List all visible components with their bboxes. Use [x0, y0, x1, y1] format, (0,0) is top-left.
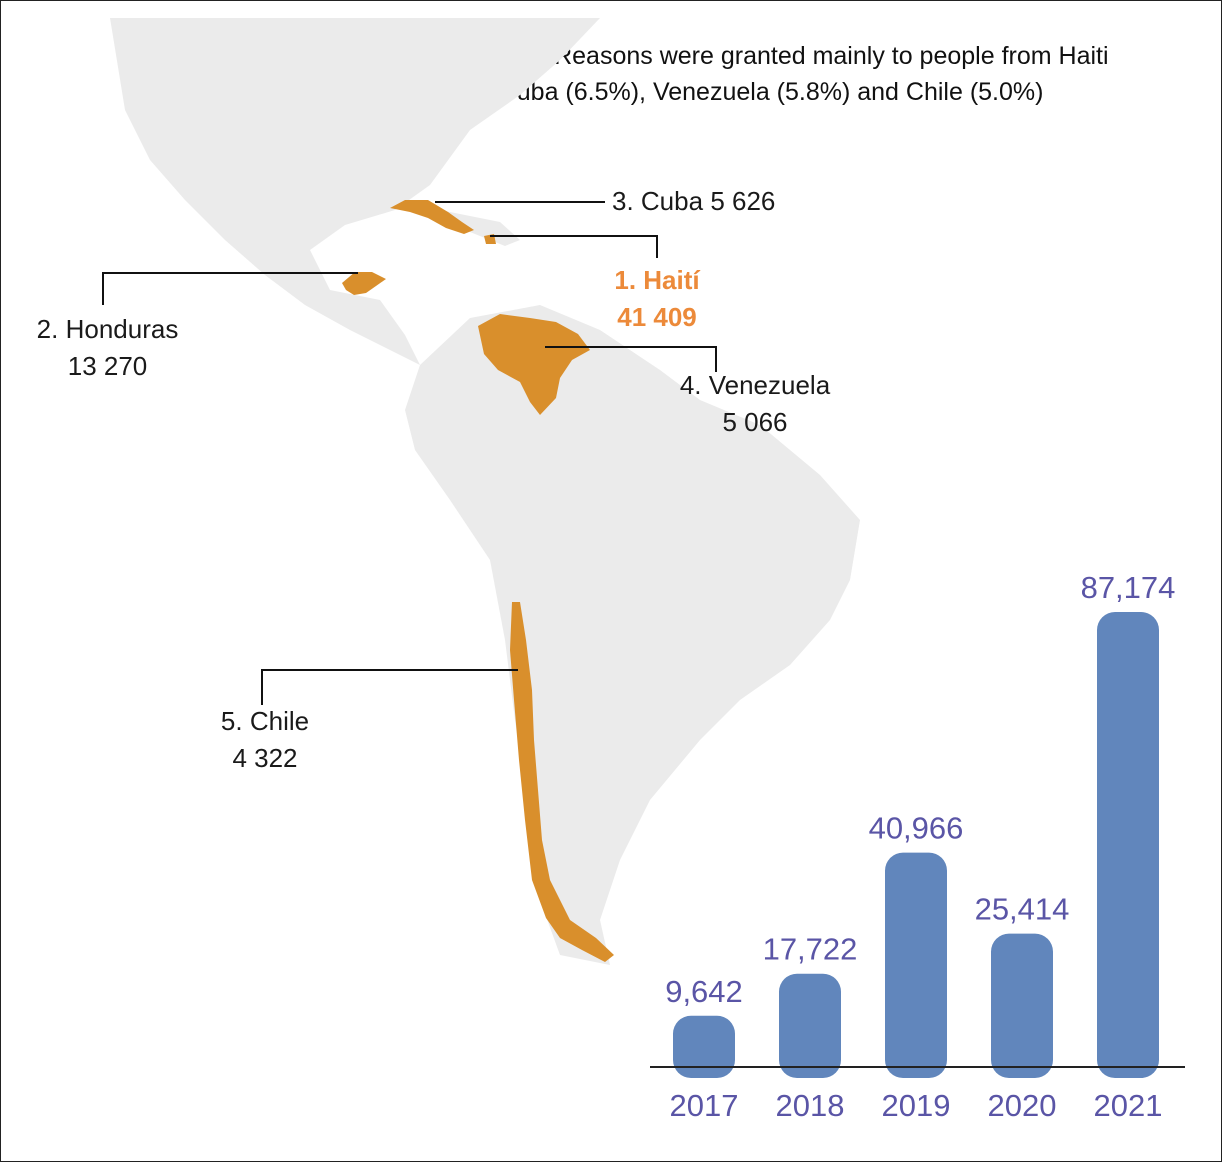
bar-2021	[1097, 612, 1159, 1078]
x-tick-label-2018: 2018	[776, 1088, 845, 1123]
cuba-label-value: 5 626	[710, 186, 776, 216]
chile-shape	[510, 602, 614, 962]
cuba-label: 3. Cuba 5 626	[612, 183, 775, 220]
chile-label-value: 4 322	[232, 743, 298, 773]
chile-label-name: 5. Chile	[220, 706, 310, 736]
chile-label: 5. Chile 4 322	[205, 703, 325, 777]
venezuela-label-value: 5 066	[722, 407, 788, 437]
south-america-landmass	[405, 305, 860, 965]
bar-2020	[991, 933, 1053, 1078]
bar-value-label-2021: 87,174	[1081, 570, 1176, 605]
x-tick-label-2017: 2017	[670, 1088, 739, 1123]
honduras-label: 2. Honduras 13 270	[20, 311, 195, 385]
venezuela-leader-line	[545, 346, 717, 372]
cuba-label-name: 3. Cuba	[612, 186, 704, 216]
cuba-shape	[390, 200, 474, 234]
haiti-label-name: 1. Haití	[614, 265, 700, 295]
x-tick-label-2020: 2020	[988, 1088, 1057, 1123]
bar-value-label-2018: 17,722	[763, 932, 858, 967]
venezuela-label: 4. Venezuela 5 066	[665, 367, 845, 441]
honduras-shape	[342, 272, 386, 295]
bar-2019	[885, 852, 947, 1078]
haiti-leader-line	[490, 235, 658, 258]
north-america-landmass	[110, 18, 600, 365]
honduras-label-name: 2. Honduras	[36, 314, 179, 344]
chile-leader-line	[261, 669, 518, 705]
honduras-label-value: 13 270	[67, 351, 148, 381]
bar-value-label-2017: 9,642	[665, 974, 743, 1009]
honduras-leader-line	[102, 272, 358, 305]
x-tick-label-2019: 2019	[882, 1088, 951, 1123]
venezuela-label-name: 4. Venezuela	[679, 370, 831, 400]
bar-2017	[673, 1015, 735, 1078]
bar-2018	[779, 973, 841, 1078]
haiti-label: 1. Haití 41 409	[596, 262, 718, 336]
haiti-label-value: 41 409	[617, 302, 697, 332]
venezuela-shape	[478, 314, 590, 415]
x-tick-label-2021: 2021	[1094, 1088, 1163, 1123]
bar-value-label-2019: 40,966	[869, 811, 964, 846]
cuba-label-text: 3. Cuba 5 626	[612, 183, 775, 220]
bar-value-label-2020: 25,414	[975, 892, 1070, 927]
bar-group: 9,642 2017 17,722 2018 40,966 2019 25,414 2020 8…	[665, 570, 1175, 1123]
